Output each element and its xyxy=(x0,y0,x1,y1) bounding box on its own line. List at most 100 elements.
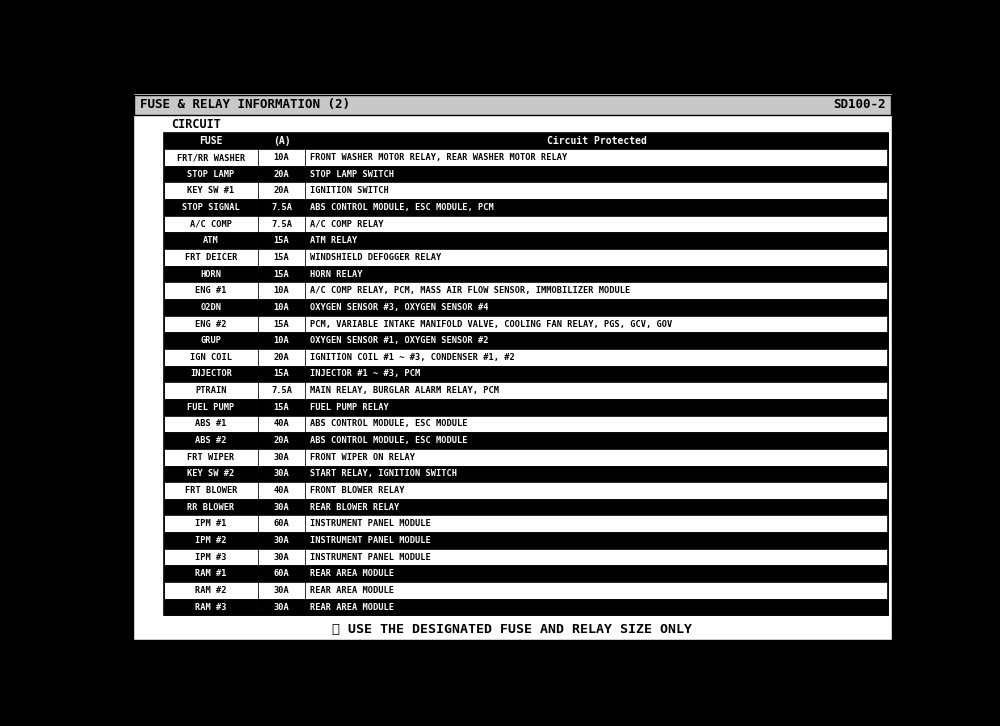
Text: 20A: 20A xyxy=(274,187,289,195)
Bar xyxy=(164,349,258,366)
Bar xyxy=(258,599,305,616)
Text: RAM #1: RAM #1 xyxy=(195,569,227,578)
Bar xyxy=(164,266,258,282)
Bar xyxy=(258,216,305,232)
Bar xyxy=(258,133,305,150)
Bar xyxy=(258,316,305,333)
Bar xyxy=(164,199,258,216)
Text: FUSE & RELAY INFORMATION (2): FUSE & RELAY INFORMATION (2) xyxy=(140,98,351,111)
Bar xyxy=(164,465,258,482)
Text: INSTRUMENT PANEL MODULE: INSTRUMENT PANEL MODULE xyxy=(310,519,430,529)
Bar xyxy=(305,333,888,349)
Bar xyxy=(305,349,888,366)
Text: ABS CONTROL MODULE, ESC MODULE: ABS CONTROL MODULE, ESC MODULE xyxy=(310,436,467,445)
Bar xyxy=(164,166,258,182)
Bar xyxy=(258,399,305,415)
Text: START RELAY, IGNITION SWITCH: START RELAY, IGNITION SWITCH xyxy=(310,469,457,478)
Text: 30A: 30A xyxy=(274,536,289,545)
Text: KEY SW #2: KEY SW #2 xyxy=(187,469,234,478)
Text: INSTRUMENT PANEL MODULE: INSTRUMENT PANEL MODULE xyxy=(310,536,430,545)
Bar xyxy=(258,383,305,399)
Bar xyxy=(164,333,258,349)
Text: FRONT WIPER ON RELAY: FRONT WIPER ON RELAY xyxy=(310,453,415,462)
Bar xyxy=(305,599,888,616)
Bar xyxy=(305,449,888,465)
Bar xyxy=(164,449,258,465)
Bar xyxy=(305,482,888,499)
Bar xyxy=(305,182,888,199)
Text: PTRAIN: PTRAIN xyxy=(195,386,227,395)
Text: FRT/RR WASHER: FRT/RR WASHER xyxy=(177,153,245,162)
Text: ATM RELAY: ATM RELAY xyxy=(310,236,357,245)
Bar xyxy=(305,465,888,482)
Bar xyxy=(305,532,888,549)
Text: 10A: 10A xyxy=(274,153,289,162)
Text: IGNITION COIL #1 ~ #3, CONDENSER #1, #2: IGNITION COIL #1 ~ #3, CONDENSER #1, #2 xyxy=(310,353,514,362)
Text: IPM #3: IPM #3 xyxy=(195,552,227,562)
Text: SD100-2: SD100-2 xyxy=(834,98,886,111)
Text: ENG #1: ENG #1 xyxy=(195,286,227,295)
Text: FUSE: FUSE xyxy=(199,136,223,146)
Text: HORN RELAY: HORN RELAY xyxy=(310,269,362,279)
Bar xyxy=(258,199,305,216)
Bar xyxy=(258,515,305,532)
Text: INSTRUMENT PANEL MODULE: INSTRUMENT PANEL MODULE xyxy=(310,552,430,562)
Text: 10A: 10A xyxy=(274,286,289,295)
Text: (A): (A) xyxy=(273,136,290,146)
Text: O2DN: O2DN xyxy=(200,303,221,312)
Bar xyxy=(305,299,888,316)
Bar xyxy=(258,150,305,166)
Text: FRT WIPER: FRT WIPER xyxy=(187,453,234,462)
Text: 15A: 15A xyxy=(274,370,289,378)
Bar xyxy=(258,333,305,349)
Bar xyxy=(164,133,888,616)
Text: ※ USE THE DESIGNATED FUSE AND RELAY SIZE ONLY: ※ USE THE DESIGNATED FUSE AND RELAY SIZE… xyxy=(332,623,692,636)
Text: ABS #2: ABS #2 xyxy=(195,436,227,445)
Text: HORN: HORN xyxy=(200,269,221,279)
Bar xyxy=(164,182,258,199)
Text: REAR BLOWER RELAY: REAR BLOWER RELAY xyxy=(310,502,399,512)
Text: IPM #1: IPM #1 xyxy=(195,519,227,529)
Text: ABS #1: ABS #1 xyxy=(195,420,227,428)
Text: 40A: 40A xyxy=(274,486,289,495)
Text: RAM #2: RAM #2 xyxy=(195,586,227,595)
Bar xyxy=(164,282,258,299)
Bar xyxy=(258,366,305,383)
Text: 10A: 10A xyxy=(274,336,289,345)
Bar xyxy=(258,182,305,199)
Bar xyxy=(258,249,305,266)
Text: PCM, VARIABLE INTAKE MANIFOLD VALVE, COOLING FAN RELAY, PGS, GCV, GOV: PCM, VARIABLE INTAKE MANIFOLD VALVE, COO… xyxy=(310,319,672,328)
Bar xyxy=(258,432,305,449)
Bar xyxy=(164,232,258,249)
Text: 30A: 30A xyxy=(274,469,289,478)
Bar xyxy=(164,582,258,599)
Text: 7.5A: 7.5A xyxy=(271,203,292,212)
Text: REAR AREA MODULE: REAR AREA MODULE xyxy=(310,569,394,578)
Text: A/C COMP: A/C COMP xyxy=(190,219,232,229)
Bar xyxy=(258,166,305,182)
Text: 30A: 30A xyxy=(274,453,289,462)
Bar xyxy=(164,415,258,432)
Text: GRUP: GRUP xyxy=(200,336,221,345)
Bar xyxy=(305,383,888,399)
Bar xyxy=(164,549,258,566)
Text: MAIN RELAY, BURGLAR ALARM RELAY, PCM: MAIN RELAY, BURGLAR ALARM RELAY, PCM xyxy=(310,386,499,395)
Bar xyxy=(164,366,258,383)
Text: RR BLOWER: RR BLOWER xyxy=(187,502,234,512)
Text: 15A: 15A xyxy=(274,403,289,412)
Bar xyxy=(258,349,305,366)
Text: ENG #2: ENG #2 xyxy=(195,319,227,328)
Bar xyxy=(305,432,888,449)
Text: OXYGEN SENSOR #3, OXYGEN SENSOR #4: OXYGEN SENSOR #3, OXYGEN SENSOR #4 xyxy=(310,303,488,312)
Text: ABS CONTROL MODULE, ESC MODULE: ABS CONTROL MODULE, ESC MODULE xyxy=(310,420,467,428)
Bar xyxy=(164,216,258,232)
Text: 7.5A: 7.5A xyxy=(271,219,292,229)
Text: 7.5A: 7.5A xyxy=(271,386,292,395)
Bar xyxy=(134,95,891,115)
Bar xyxy=(305,282,888,299)
Bar xyxy=(305,415,888,432)
Text: 15A: 15A xyxy=(274,269,289,279)
Bar xyxy=(258,465,305,482)
Bar xyxy=(258,566,305,582)
Bar xyxy=(305,316,888,333)
